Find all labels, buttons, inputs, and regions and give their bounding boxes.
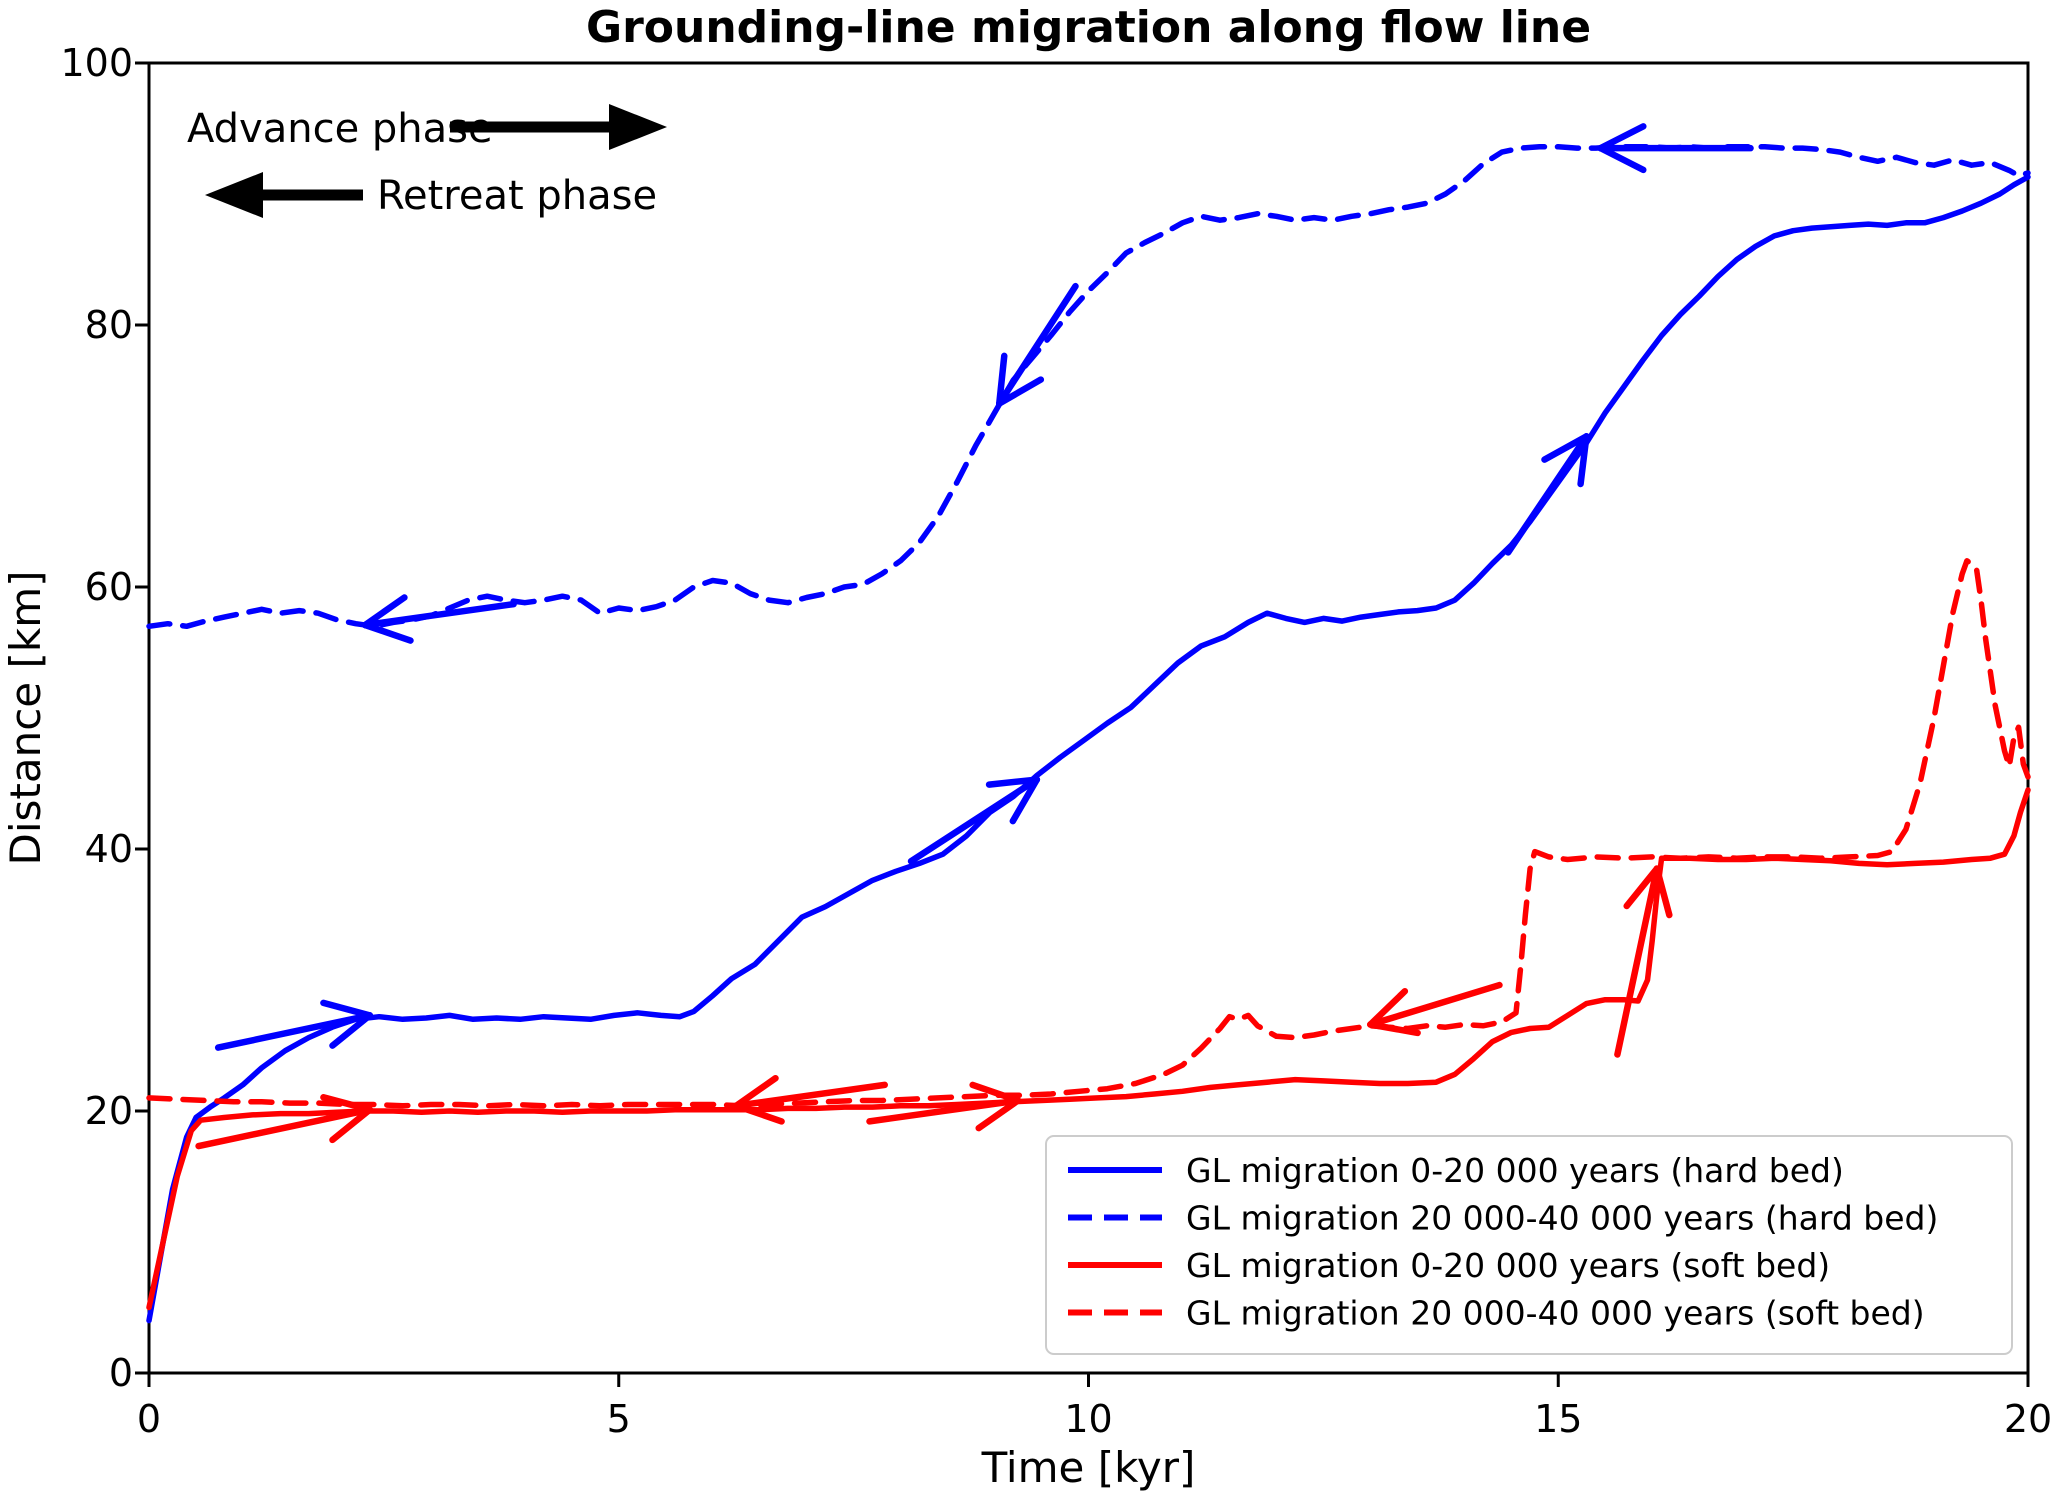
x-tick-label: 15 xyxy=(1534,1397,1582,1441)
x-tick-label: 5 xyxy=(607,1397,631,1441)
series-line-0 xyxy=(146,174,2031,1324)
direction-arrow-barb xyxy=(732,1102,785,1125)
direction-arrow-barb xyxy=(995,376,1045,407)
direction-arrow-shaft xyxy=(1504,433,1590,556)
direction-arrow-barb xyxy=(329,1106,374,1144)
direction-arrow-barb xyxy=(320,1094,374,1113)
x-tick-label: 0 xyxy=(137,1397,161,1441)
legend-box xyxy=(1045,1135,2013,1355)
direction-arrow-barb xyxy=(1623,865,1661,910)
y-tick-label: 100 xyxy=(60,41,133,85)
direction-arrow-barb xyxy=(1597,123,1647,152)
direction-arrow-barb xyxy=(985,776,1041,788)
direction-arrow-barb xyxy=(320,999,374,1019)
direction-arrow-barb xyxy=(361,594,408,629)
direction-arrow-shaft xyxy=(866,1097,1022,1125)
direction-arrow-shaft xyxy=(214,1012,374,1051)
direction-arrow-shaft xyxy=(995,282,1079,407)
direction-arrow-shaft xyxy=(195,1106,374,1150)
direction-arrow-barb xyxy=(1541,433,1590,463)
direction-arrow-shaft xyxy=(1367,981,1503,1028)
chart-title: Grounding-line migration along flow line xyxy=(586,2,1591,53)
direction-arrow-barb xyxy=(1367,1021,1421,1037)
y-axis-label: Distance [km] xyxy=(1,570,50,865)
direction-arrow-shaft xyxy=(1614,865,1661,1058)
direction-arrow-barb xyxy=(732,1074,779,1110)
y-tick-label: 0 xyxy=(109,1351,133,1395)
y-tick-label: 60 xyxy=(85,565,133,609)
retreat-phase-arrow-head xyxy=(205,172,263,218)
direction-arrow-shaft xyxy=(732,1081,888,1110)
advance-phase-label: Advance phase xyxy=(187,106,493,152)
legend-label: GL migration 20 000-40 000 years (soft b… xyxy=(1186,1294,1925,1333)
direction-arrow-barb xyxy=(1577,433,1590,488)
direction-arrow-shaft xyxy=(907,776,1041,865)
legend-label: GL migration 20 000-40 000 years (hard b… xyxy=(1186,1199,1938,1238)
direction-arrow-shaft xyxy=(361,600,517,629)
y-tick-label: 20 xyxy=(85,1089,133,1133)
x-tick-label: 20 xyxy=(2004,1397,2052,1441)
direction-arrow-barb xyxy=(361,621,414,644)
direction-arrow-barb xyxy=(329,1012,374,1049)
advance-phase-arrow-head xyxy=(609,104,667,150)
direction-arrow-barb xyxy=(1597,144,1647,174)
y-tick-label: 40 xyxy=(85,827,133,871)
legend-label: GL migration 0-20 000 years (soft bed) xyxy=(1186,1246,1830,1285)
x-tick-label: 10 xyxy=(1064,1397,1112,1441)
retreat-phase-label: Retreat phase xyxy=(377,173,657,219)
direction-arrow-barb xyxy=(1367,987,1409,1028)
direction-arrow-barb xyxy=(995,352,1008,407)
x-axis-label: Time [kyr] xyxy=(981,1443,1196,1492)
direction-arrow-barb xyxy=(1653,865,1673,919)
direction-arrow-barb xyxy=(1009,776,1041,825)
y-tick-label: 80 xyxy=(85,303,133,347)
series-line-3 xyxy=(146,558,2031,1109)
legend-label: GL migration 0-20 000 years (hard bed) xyxy=(1186,1151,1844,1190)
direction-arrow-barb xyxy=(975,1097,1022,1132)
